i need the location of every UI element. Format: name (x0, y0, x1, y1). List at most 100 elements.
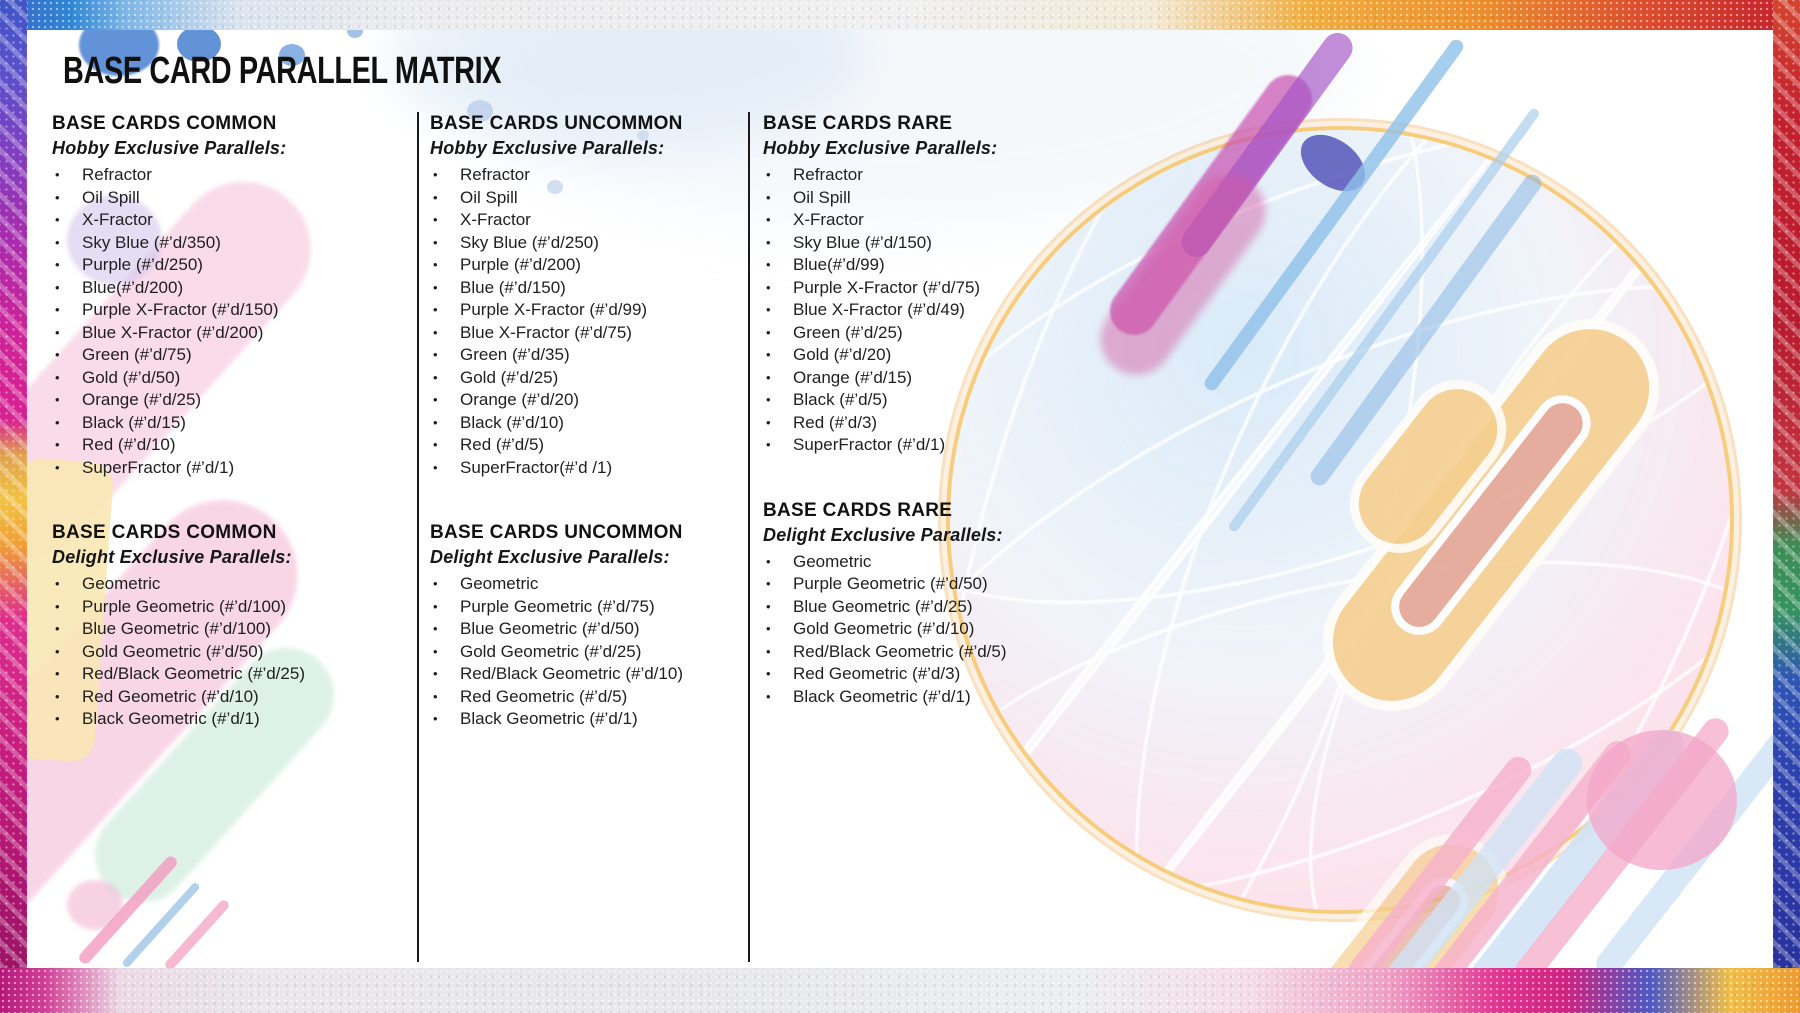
list-item: • Red Geometric (#’d/3) (763, 663, 1163, 686)
item-text: Red/Black Geometric (#’d/25) (82, 664, 305, 683)
parallel-list: • Geometric • Purple Geometric (#’d/50) • Blu… (763, 551, 1163, 709)
item-text: Gold (#’d/50) (82, 367, 181, 387)
bullet-icon: • (433, 324, 438, 340)
item-text: Orange (#’d/25) (82, 390, 202, 409)
list-item: • Gold (#’d/50) (52, 367, 404, 390)
item-text: Blue Geometric (#’d/50) (460, 619, 640, 638)
section-subheading: Delight Exclusive Parallels: (52, 547, 292, 567)
bullet-icon: • (766, 621, 771, 636)
list-item: • X-Fractor (430, 209, 740, 232)
bullet-icon: • (55, 437, 60, 452)
section-heading: BASE CARDS COMMON (52, 113, 277, 134)
list-item: • Gold (#’d/25) (430, 367, 740, 390)
item-text: Blue Geometric (#’d/100) (82, 619, 271, 638)
item-text: Purple X-Fractor (#’d/75) (793, 277, 981, 297)
item-text: Blue(#’d/200) (82, 277, 184, 297)
bullet-icon: • (55, 711, 60, 726)
section-subheading: Delight Exclusive Parallels: (430, 547, 670, 567)
list-item: • Orange (#’d/15) (763, 367, 1163, 390)
bullet-icon: • (766, 279, 771, 295)
bullet-icon: • (55, 257, 60, 272)
list-item: • Purple Geometric (#’d/75) (430, 596, 740, 619)
parallel-list: • Geometric • Purple Geometric (#’d/75) • Blu… (430, 573, 740, 731)
item-text: X-Fractor (460, 210, 531, 229)
bullet-icon: • (766, 666, 771, 681)
bullet-icon: • (766, 302, 771, 317)
card-parallel-section: BASE CARDS UNCOMMON Delight Exclusive Par… (430, 521, 740, 731)
bullet-icon: • (433, 392, 438, 407)
bullet-icon: • (433, 369, 438, 385)
bullet-icon: • (433, 189, 438, 205)
item-text: Oil Spill (82, 187, 140, 207)
list-item: • Red (#’d/10) (52, 434, 404, 457)
item-text: Red Geometric (#’d/10) (82, 686, 259, 706)
bullet-icon: • (55, 189, 60, 205)
bullet-icon: • (433, 621, 438, 636)
paint-splatter-border-top (0, 0, 1800, 30)
item-text: Black Geometric (#’d/1) (793, 686, 971, 706)
list-item: • Red/Black Geometric (#’d/10) (430, 663, 740, 686)
list-item: • Red Geometric (#’d/10) (52, 686, 404, 709)
section-subheading: Hobby Exclusive Parallels: (763, 138, 998, 158)
item-text: Gold Geometric (#’d/50) (82, 641, 264, 661)
bullet-icon: • (55, 212, 60, 227)
list-item: • Red Geometric (#’d/5) (430, 686, 740, 709)
bullet-icon: • (55, 324, 60, 340)
bullet-icon: • (433, 643, 438, 659)
bullet-icon: • (766, 576, 771, 591)
bullet-icon: • (433, 576, 438, 591)
bullet-icon: • (433, 257, 438, 272)
parallel-list: • Geometric • Purple Geometric (#’d/100) • Bl… (52, 573, 404, 731)
item-text: Red (#’d/5) (460, 435, 545, 454)
bullet-icon: • (433, 167, 438, 182)
item-text: Black Geometric (#’d/1) (82, 709, 260, 728)
list-item: • Purple (#’d/250) (52, 254, 404, 277)
bullet-icon: • (55, 302, 60, 317)
item-text: Orange (#’d/15) (793, 367, 913, 387)
bullet-icon: • (433, 279, 438, 295)
item-text: Red (#’d/10) (82, 435, 176, 454)
bullet-icon: • (766, 212, 771, 227)
section-subheading: Hobby Exclusive Parallels: (430, 138, 665, 158)
list-item: • Orange (#’d/25) (52, 389, 404, 412)
bullet-icon: • (766, 257, 771, 272)
bullet-icon: • (766, 643, 771, 659)
item-text: Sky Blue (#’d/350) (82, 232, 221, 252)
item-text: SuperFractor(#’d /1) (460, 457, 613, 477)
item-text: Sky Blue (#’d/150) (793, 232, 932, 252)
list-item: • Oil Spill (52, 187, 404, 210)
list-item: • Black Geometric (#’d/1) (52, 708, 404, 731)
column-2: BASE CARDS UNCOMMON Hobby Exclusive Paral… (430, 112, 740, 731)
bullet-icon: • (55, 369, 60, 385)
parallel-list: • Refractor • Oil Spill • X-Fractor • Sky Blue … (430, 164, 740, 479)
list-item: • Sky Blue (#’d/250) (430, 232, 740, 255)
bullet-icon: • (433, 347, 438, 362)
bullet-icon: • (55, 576, 60, 591)
item-text: Purple (#’d/250) (82, 255, 203, 274)
list-item: • Purple (#’d/200) (430, 254, 740, 277)
columns: BASE CARDS COMMON Hobby Exclusive Paralle… (27, 30, 1773, 968)
list-item: • Purple Geometric (#’d/50) (763, 573, 1163, 596)
list-item: • Red (#’d/3) (763, 412, 1163, 435)
item-text: Sky Blue (#’d/250) (460, 232, 599, 252)
bullet-icon: • (766, 688, 771, 704)
list-item: • Geometric (430, 573, 740, 596)
card-parallel-section: BASE CARDS RARE Delight Exclusive Paralle… (763, 499, 1163, 709)
item-text: Blue X-Fractor (#’d/75) (460, 322, 632, 342)
card-parallel-section: BASE CARDS COMMON Delight Exclusive Paral… (52, 521, 404, 731)
bullet-icon: • (766, 414, 771, 430)
section-heading: BASE CARDS UNCOMMON (430, 522, 683, 543)
paint-splatter-border-left (0, 0, 27, 1013)
bullet-icon: • (433, 688, 438, 704)
item-text: Purple X-Fractor (#’d/99) (460, 300, 648, 319)
list-item: • Black (#’d/5) (763, 389, 1163, 412)
item-text: Gold (#’d/20) (793, 345, 892, 364)
paint-splatter-border-bottom (0, 968, 1800, 1013)
content-layer: BASE CARD PARALLEL MATRIX BASE CARDS COM… (27, 30, 1773, 968)
list-item: • Purple X-Fractor (#’d/150) (52, 299, 404, 322)
section-subheading: Hobby Exclusive Parallels: (52, 138, 287, 158)
list-item: • Purple Geometric (#’d/100) (52, 596, 404, 619)
list-item: • Geometric (52, 573, 404, 596)
bullet-icon: • (766, 553, 771, 569)
